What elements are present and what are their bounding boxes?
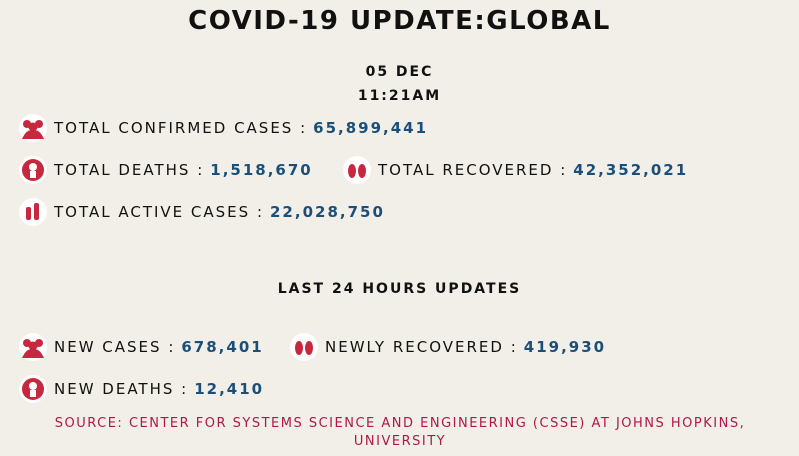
stat-row: NEWLY RECOVERED : 419,930 bbox=[289, 332, 606, 362]
stat-label: NEW CASES : bbox=[54, 338, 176, 356]
stat-label: TOTAL RECOVERED : bbox=[378, 161, 568, 179]
stat-label: TOTAL ACTIVE CASES : bbox=[54, 203, 264, 221]
stat-label: NEW DEATHS : bbox=[54, 380, 189, 398]
stat-row: TOTAL ACTIVE CASES : 22,028,750 bbox=[18, 197, 385, 227]
section-title: LAST 24 HOURS UPDATES bbox=[277, 281, 522, 297]
stat-value: 42,352,021 bbox=[573, 161, 689, 179]
stat-label: TOTAL DEATHS : bbox=[54, 161, 205, 179]
people-icon bbox=[19, 114, 47, 142]
stat-row: TOTAL CONFIRMED CASES : 65,899,441 bbox=[18, 113, 428, 143]
stat-label: NEWLY RECOVERED : bbox=[325, 338, 518, 356]
title: COVID-19 UPDATE:GLOBAL bbox=[188, 6, 611, 36]
stat-value: 1,518,670 bbox=[210, 161, 313, 179]
stat-row: NEW DEATHS : 12,410 bbox=[18, 374, 264, 404]
recovered-icon bbox=[343, 156, 371, 184]
time: 11:21AM bbox=[357, 88, 442, 104]
deaths-icon bbox=[19, 156, 47, 184]
stat-label: TOTAL CONFIRMED CASES : bbox=[54, 119, 308, 137]
stat-value: 12,410 bbox=[194, 380, 265, 398]
stat-row: NEW CASES : 678,401 bbox=[18, 332, 264, 362]
active-icon bbox=[19, 198, 47, 226]
date: 05 DEC bbox=[365, 64, 434, 80]
stat-value: 22,028,750 bbox=[270, 203, 385, 221]
stat-value: 678,401 bbox=[181, 338, 264, 356]
stat-row: TOTAL RECOVERED : 42,352,021 bbox=[342, 155, 688, 185]
recovered-icon bbox=[290, 333, 318, 361]
people-icon bbox=[19, 333, 47, 361]
stat-value: 419,930 bbox=[523, 338, 607, 356]
stat-row: TOTAL DEATHS : 1,518,670 bbox=[18, 155, 313, 185]
source: SOURCE: CENTER FOR SYSTEMS SCIENCE AND E… bbox=[54, 416, 746, 449]
stat-value: 65,899,441 bbox=[313, 119, 429, 137]
deaths-icon bbox=[19, 375, 47, 403]
